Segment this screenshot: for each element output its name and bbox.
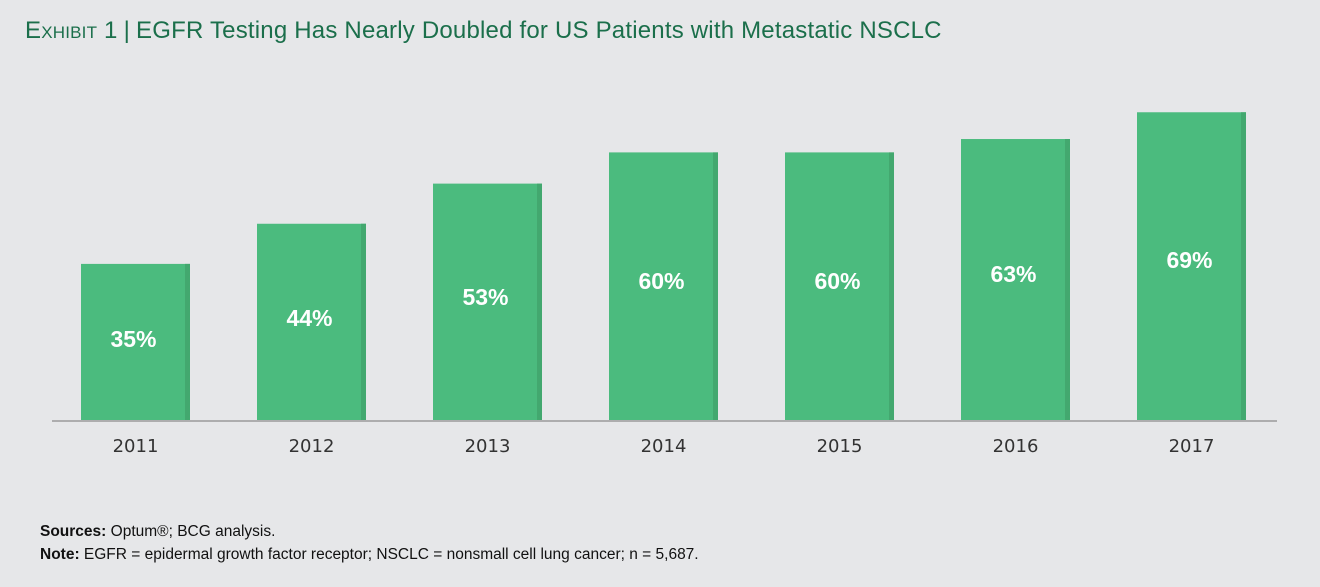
title-separator: | bbox=[123, 17, 131, 44]
data-label: 44% bbox=[286, 305, 332, 331]
note-text: EGFR = epidermal growth factor receptor;… bbox=[79, 546, 699, 563]
sources-text: Optum®; BCG analysis. bbox=[106, 523, 276, 540]
bar-2015 bbox=[785, 152, 894, 420]
x-tick-label: 2012 bbox=[289, 436, 335, 457]
bar-edge-2016 bbox=[1065, 139, 1070, 420]
note-label: Note: bbox=[40, 546, 80, 563]
x-tick-label: 2011 bbox=[113, 436, 159, 457]
exhibit-label: Exhibit 1 bbox=[25, 17, 118, 44]
bar-2014 bbox=[609, 152, 718, 420]
chart-title: Exhibit 1 | EGFR Testing Has Nearly Double… bbox=[25, 17, 942, 45]
data-label: 35% bbox=[110, 326, 156, 352]
bar-chart: 35% 2011 44% 2012 53% 2013 60% 2014 60% 2015 63% 20… bbox=[52, 112, 1277, 457]
x-tick-label: 2013 bbox=[465, 436, 511, 457]
bar-edge-2017 bbox=[1241, 112, 1246, 420]
sources-label: Sources: bbox=[40, 523, 107, 540]
data-label: 69% bbox=[1166, 247, 1212, 273]
bar-edge-2015 bbox=[889, 152, 894, 420]
data-label: 60% bbox=[814, 268, 860, 294]
bar-edge-2013 bbox=[537, 183, 542, 420]
bar-edge-2012 bbox=[361, 223, 366, 420]
data-label: 53% bbox=[462, 284, 508, 310]
title-text: EGFR Testing Has Nearly Doubled for US P… bbox=[136, 17, 942, 44]
bar-2017 bbox=[1137, 112, 1246, 420]
x-tick-label: 2014 bbox=[641, 436, 687, 457]
bar-edge-2011 bbox=[185, 263, 190, 420]
bar-2011 bbox=[81, 263, 190, 420]
data-label: 60% bbox=[638, 268, 684, 294]
x-tick-label: 2017 bbox=[1169, 436, 1215, 457]
x-tick-label: 2016 bbox=[993, 436, 1039, 457]
bar-2012 bbox=[257, 223, 366, 420]
sources-note: Sources: Optum®; BCG analysis. bbox=[40, 523, 275, 541]
x-tick-label: 2015 bbox=[817, 436, 863, 457]
data-label: 63% bbox=[990, 261, 1036, 287]
bar-edge-2014 bbox=[713, 152, 718, 420]
bar-2016 bbox=[961, 139, 1070, 420]
footnote: Note: EGFR = epidermal growth factor rec… bbox=[40, 546, 699, 564]
bar-2013 bbox=[433, 183, 542, 420]
